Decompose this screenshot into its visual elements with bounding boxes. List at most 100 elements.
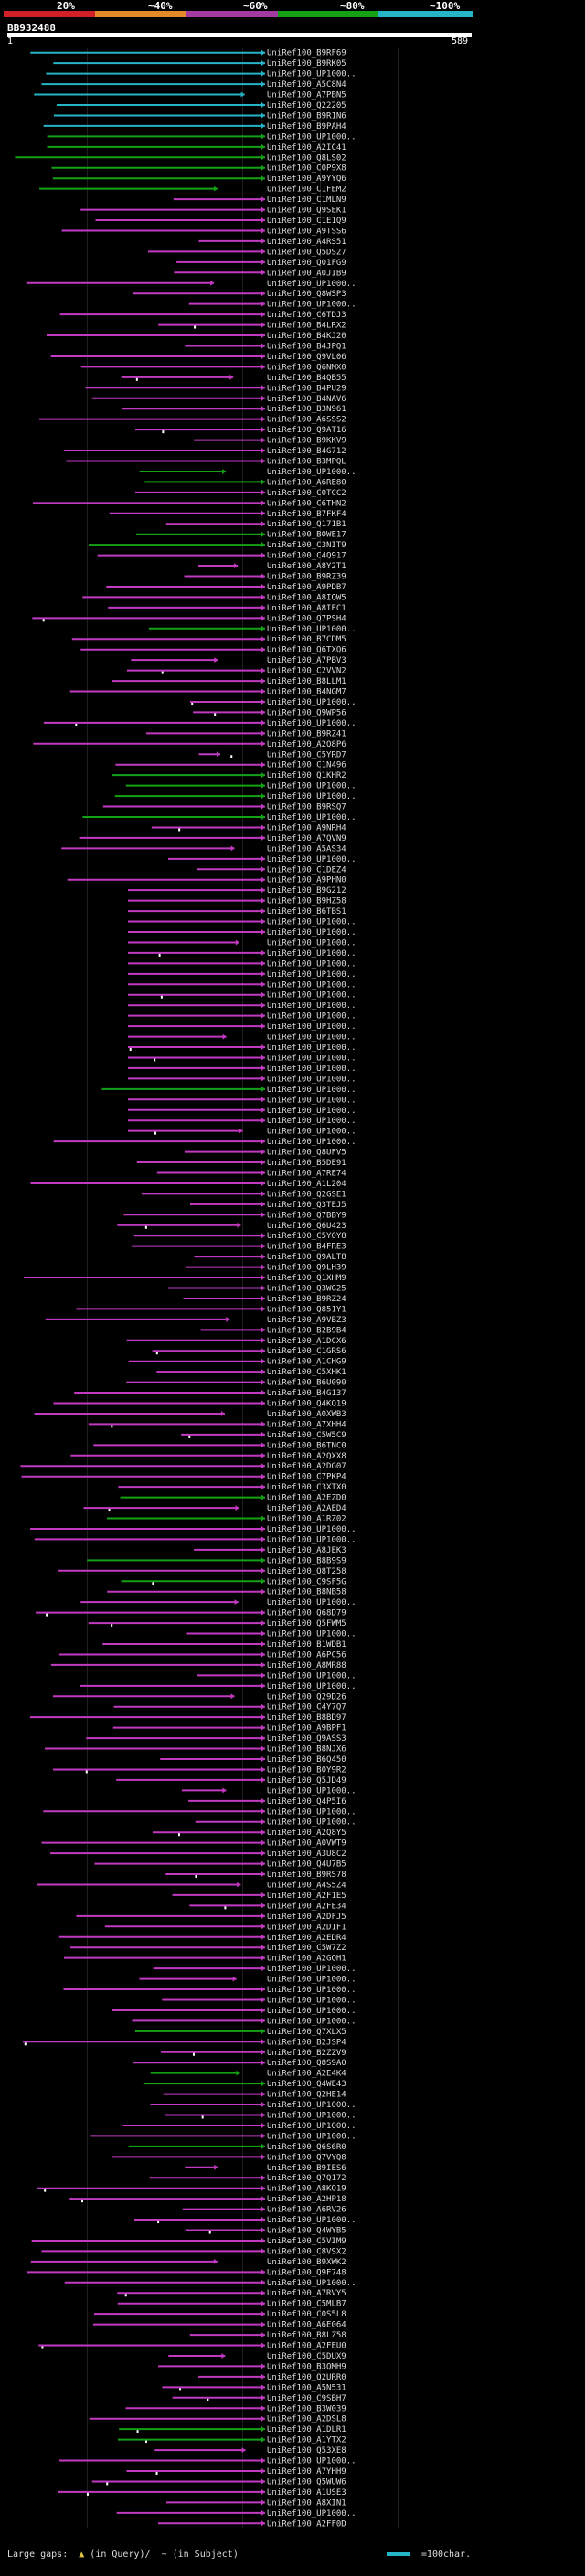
- hit-row[interactable]: UniRef100_A5AS34: [61, 844, 346, 853]
- hit-row[interactable]: UniRef100_B9G212: [128, 886, 346, 896]
- hit-row[interactable]: UniRef100_UP1000..: [128, 970, 356, 980]
- hit-row[interactable]: UniRef100_B9RS78: [165, 1871, 346, 1880]
- hit-row[interactable]: UniRef100_UP1000..: [139, 468, 356, 477]
- hit-label[interactable]: UniRef100_B4NAV6: [267, 395, 346, 404]
- hit-label[interactable]: UniRef100_Q29D26: [267, 1692, 346, 1701]
- hit-row[interactable]: UniRef100_C7PKP4: [21, 1473, 346, 1482]
- hit-row[interactable]: UniRef100_A2IC41: [47, 143, 346, 153]
- hit-row[interactable]: UniRef100_Q6U423: [117, 1222, 346, 1231]
- hit-row[interactable]: UniRef100_B6U090: [126, 1379, 346, 1388]
- hit-row[interactable]: UniRef100_B8BD97: [29, 1713, 346, 1723]
- hit-label[interactable]: UniRef100_UP1000..: [267, 1598, 356, 1607]
- hit-row[interactable]: UniRef100_UP1000..: [58, 2457, 356, 2466]
- hit-row[interactable]: UniRef100_Q9F748: [27, 2268, 346, 2277]
- hit-row[interactable]: UniRef100_A2D1F1: [104, 1923, 346, 1932]
- hit-row[interactable]: UniRef100_A1USE3: [58, 2488, 346, 2497]
- hit-row[interactable]: UniRef100_A4RS51: [198, 238, 346, 247]
- hit-label[interactable]: UniRef100_A8MR88: [267, 1661, 346, 1670]
- hit-row[interactable]: UniRef100_UP1000..: [190, 698, 356, 707]
- hit-label[interactable]: UniRef100_C6THN2: [267, 499, 346, 508]
- hit-row[interactable]: UniRef100_Q1XHM9: [24, 1274, 346, 1283]
- hit-label[interactable]: UniRef100_B3QMH9: [267, 2362, 346, 2371]
- hit-label[interactable]: UniRef100_A8IQW5: [267, 593, 346, 602]
- hit-label[interactable]: UniRef100_UP1000..: [267, 938, 356, 948]
- hit-row[interactable]: UniRef100_B4JPQ1: [185, 342, 346, 351]
- hit-label[interactable]: UniRef100_B9KKV9: [267, 437, 346, 446]
- hit-row[interactable]: UniRef100_A0XWB3: [34, 1410, 346, 1419]
- hit-label[interactable]: UniRef100_UP1000..: [267, 70, 356, 80]
- hit-row[interactable]: UniRef100_UP1000..: [139, 1976, 356, 1985]
- hit-label[interactable]: UniRef100_UP1000..: [267, 2509, 356, 2518]
- hit-label[interactable]: UniRef100_Q4WE43: [267, 2080, 346, 2089]
- hit-row[interactable]: UniRef100_A7XHH4: [88, 1420, 346, 1429]
- hit-row[interactable]: UniRef100_Q8T258: [58, 1567, 346, 1576]
- hit-label[interactable]: UniRef100_Q4P5I6: [267, 1797, 346, 1807]
- hit-label[interactable]: UniRef100_A1DLR1: [267, 2425, 346, 2434]
- hit-label[interactable]: UniRef100_B9XWK2: [267, 2258, 346, 2267]
- hit-label[interactable]: UniRef100_C4Y7Q7: [267, 1703, 346, 1712]
- hit-row[interactable]: UniRef100_B9RF69: [30, 49, 346, 58]
- hit-label[interactable]: UniRef100_C0P9X8: [267, 164, 346, 174]
- hit-row[interactable]: UniRef100_Q2GSE1: [141, 1190, 346, 1199]
- hit-label[interactable]: UniRef100_UP1000..: [267, 1535, 356, 1544]
- hit-row[interactable]: UniRef100_C1FEM2: [39, 186, 346, 195]
- hit-row[interactable]: UniRef100_Q7PSH4: [32, 614, 346, 623]
- hit-label[interactable]: UniRef100_Q5FWM5: [267, 1619, 346, 1628]
- hit-label[interactable]: UniRef100_A2F1E5: [267, 1892, 346, 1901]
- hit-row[interactable]: UniRef100_B9PAH4: [43, 122, 346, 132]
- hit-row[interactable]: UniRef100_A6PC56: [58, 1650, 346, 1659]
- hit-label[interactable]: UniRef100_B4LRX2: [267, 322, 346, 331]
- hit-label[interactable]: UniRef100_UP1000..: [267, 2457, 356, 2466]
- hit-row[interactable]: UniRef100_B3MPQL: [66, 458, 346, 467]
- hit-row[interactable]: UniRef100_A7YHH9: [126, 2467, 346, 2476]
- hit-row[interactable]: UniRef100_A6SSS2: [38, 416, 346, 425]
- hit-label[interactable]: UniRef100_UP1000..: [267, 133, 356, 142]
- hit-row[interactable]: UniRef100_Q7XLX5: [134, 2028, 346, 2037]
- hit-row[interactable]: UniRef100_UP1000..: [80, 1682, 356, 1691]
- hit-row[interactable]: UniRef100_C0P9X8: [51, 164, 346, 174]
- hit-row[interactable]: UniRef100_A2EZD0: [120, 1494, 346, 1503]
- hit-row[interactable]: UniRef100_A2FE34: [189, 1902, 346, 1911]
- hit-label[interactable]: UniRef100_Q8LS02: [267, 154, 346, 163]
- hit-row[interactable]: UniRef100_C0S5L8: [93, 2310, 346, 2319]
- hit-label[interactable]: UniRef100_Q8UFV5: [267, 1149, 346, 1158]
- hit-label[interactable]: UniRef100_A1L204: [267, 1180, 346, 1189]
- hit-row[interactable]: UniRef100_B8LLM1: [112, 677, 346, 686]
- hit-label[interactable]: UniRef100_UP1000..: [267, 928, 356, 938]
- hit-row[interactable]: UniRef100_B4KJ20: [46, 332, 346, 341]
- hit-row[interactable]: UniRef100_C9SF5G: [121, 1577, 346, 1586]
- hit-label[interactable]: UniRef100_C5W7Z2: [267, 1944, 346, 1953]
- hit-row[interactable]: UniRef100_Q171B1: [165, 520, 346, 529]
- hit-label[interactable]: UniRef100_Q4U7B5: [267, 1860, 346, 1870]
- hit-label[interactable]: UniRef100_B3MPQL: [267, 458, 346, 467]
- hit-label[interactable]: UniRef100_A8Y2T1: [267, 562, 346, 571]
- hit-label[interactable]: UniRef100_A2EZD0: [267, 1494, 346, 1503]
- hit-label[interactable]: UniRef100_A5C8N4: [267, 80, 346, 90]
- hit-label[interactable]: UniRef100_A6RE80: [267, 478, 346, 487]
- hit-label[interactable]: UniRef100_A6E064: [267, 2321, 346, 2330]
- hit-row[interactable]: UniRef100_A2Q8P6: [33, 740, 346, 749]
- hit-label[interactable]: UniRef100_C1FEM2: [267, 186, 346, 195]
- hit-row[interactable]: UniRef100_UP1000..: [167, 855, 356, 864]
- hit-label[interactable]: UniRef100_B4G712: [267, 447, 346, 456]
- hit-label[interactable]: UniRef100_B9RK05: [267, 59, 346, 69]
- hit-row[interactable]: UniRef100_UP1000..: [116, 2509, 356, 2518]
- hit-label[interactable]: UniRef100_UP1000..: [267, 949, 356, 959]
- hit-label[interactable]: UniRef100_C5MLB7: [267, 2300, 346, 2309]
- hit-label[interactable]: UniRef100_UP1000..: [267, 813, 356, 822]
- hit-label[interactable]: UniRef100_A9YYQ6: [267, 175, 346, 184]
- hit-label[interactable]: UniRef100_UP1000..: [267, 855, 356, 864]
- hit-label[interactable]: UniRef100_B8NJX6: [267, 1745, 346, 1754]
- hit-row[interactable]: UniRef100_C5XHK1: [156, 1368, 346, 1377]
- hit-row[interactable]: UniRef100_Q9SEK1: [80, 207, 346, 216]
- hit-label[interactable]: UniRef100_UP1000..: [267, 1117, 356, 1126]
- hit-label[interactable]: UniRef100_UP1000..: [267, 1807, 356, 1817]
- hit-label[interactable]: UniRef100_C9SBH7: [267, 2394, 346, 2403]
- hit-label[interactable]: UniRef100_B9G212: [267, 886, 346, 896]
- hit-row[interactable]: UniRef100_A1L204: [30, 1180, 346, 1189]
- hit-label[interactable]: UniRef100_C5Y0Y8: [267, 1232, 346, 1241]
- hit-label[interactable]: UniRef100_C0S5L8: [267, 2310, 346, 2319]
- hit-label[interactable]: UniRef100_Q6NMX0: [267, 363, 346, 372]
- hit-row[interactable]: UniRef100_A6E064: [92, 2321, 346, 2330]
- hit-label[interactable]: UniRef100_Q7Q172: [267, 2174, 346, 2183]
